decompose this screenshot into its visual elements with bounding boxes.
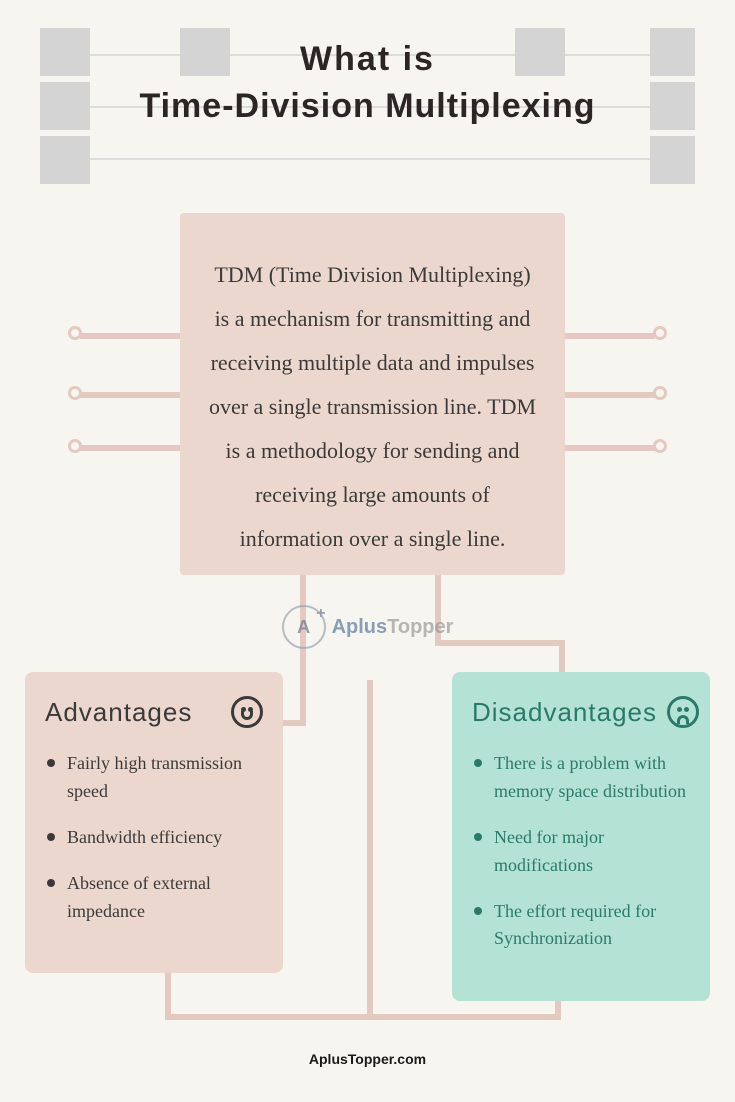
list-item: Bandwidth efficiency: [45, 824, 263, 852]
title-line-1: What is: [0, 40, 735, 79]
description-text: TDM (Time Division Multiplexing) is a me…: [209, 262, 536, 551]
connector-dot: [653, 326, 667, 340]
connector-dot: [653, 386, 667, 400]
list-item: Absence of external impedance: [45, 870, 263, 926]
connector-dot: [653, 439, 667, 453]
connector-line: [165, 1014, 561, 1020]
page-title: What is Time-Division Multiplexing: [0, 40, 735, 126]
logo-text-1: Aplus: [332, 616, 388, 638]
list-item: Need for major modifications: [472, 824, 690, 880]
logo-badge-icon: A +: [282, 605, 326, 649]
header-block: [650, 136, 695, 184]
list-item: Fairly high transmission speed: [45, 750, 263, 806]
title-line-2: Time-Division Multiplexing: [0, 87, 735, 126]
brand-logo: A + AplusTopper: [0, 605, 735, 649]
footer-text: AplusTopper.com: [0, 1051, 735, 1067]
connector-dot: [68, 386, 82, 400]
list-item: There is a problem with memory space dis…: [472, 750, 690, 806]
header-block: [40, 136, 90, 184]
advantages-list: Fairly high transmission speed Bandwidth…: [45, 750, 263, 925]
header-line: [40, 158, 695, 160]
disadvantages-box: Disadvantages There is a problem with me…: [452, 672, 710, 1001]
disadvantages-header: Disadvantages: [472, 696, 690, 728]
advantages-title: Advantages: [45, 697, 192, 728]
logo-text-2: Topper: [387, 616, 453, 638]
connector-dot: [68, 439, 82, 453]
logo-letter: A: [297, 617, 310, 638]
smile-icon: [231, 696, 263, 728]
advantages-box: Advantages Fairly high transmission spee…: [25, 672, 283, 973]
advantages-header: Advantages: [45, 696, 263, 728]
plus-icon: +: [316, 605, 325, 623]
disadvantages-list: There is a problem with memory space dis…: [472, 750, 690, 953]
connector-dot: [68, 326, 82, 340]
list-item: The effort required for Synchronization: [472, 898, 690, 954]
connector-line: [367, 680, 373, 1020]
description-box: TDM (Time Division Multiplexing) is a me…: [180, 213, 565, 575]
disadvantages-title: Disadvantages: [472, 697, 657, 728]
frown-icon: [667, 696, 699, 728]
